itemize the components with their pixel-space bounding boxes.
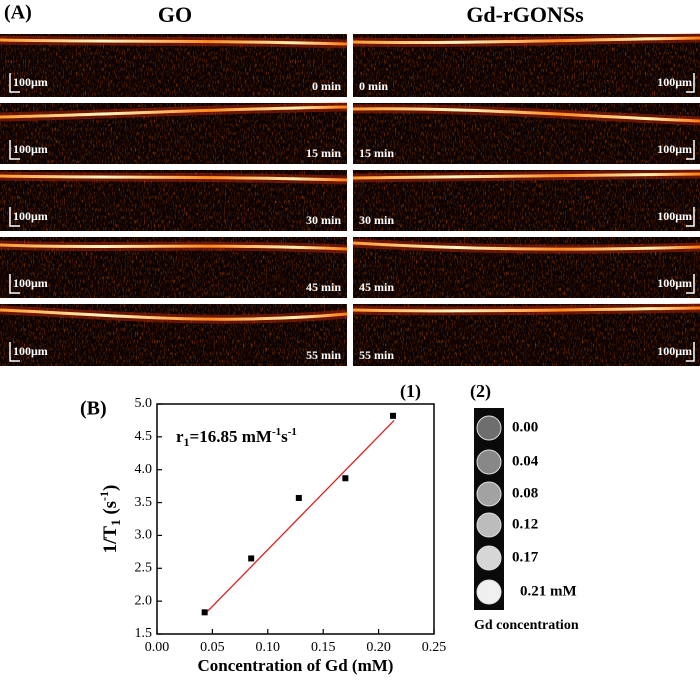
time-label: 55 min [306, 348, 341, 362]
oct-images: 100μm 0 min 100μm 15 min 100μm 30 min 100μm 45 … [0, 33, 700, 366]
phantom-well [476, 415, 502, 441]
scale-bar-label: 100μm [657, 142, 692, 156]
concentration-label: 0.21 mM [520, 583, 577, 599]
scale-bar-label: 100μm [13, 209, 48, 223]
y-tick-label: 3.5 [135, 495, 153, 510]
plot-frame [156, 403, 435, 635]
x-axis-label: Concentration of Gd (mM) [198, 656, 394, 675]
tissue-surface [0, 243, 348, 251]
scale-bar [9, 274, 20, 294]
concentration-label: 0.12 [512, 516, 538, 532]
x-tick-label: 0.20 [366, 640, 391, 655]
x-tick-label: 0.05 [200, 640, 225, 655]
scale-bar-label: 100μm [13, 276, 48, 290]
data-point [201, 609, 208, 616]
time-label: 15 min [359, 146, 394, 160]
annotation-sup: -1 [272, 426, 281, 438]
time-label: 0 min [312, 79, 341, 93]
scale-bar [9, 207, 20, 227]
annotation: r1=16.85 mM-1s-1 [176, 426, 297, 449]
scale-bar [686, 140, 695, 160]
subplot-label: (1) [400, 381, 421, 402]
x-tick-label: 0.15 [311, 640, 336, 655]
annotation-sup: -1 [288, 426, 297, 438]
time-label: 30 min [359, 213, 394, 227]
y-label-part: ) [100, 485, 121, 491]
scale-bar-label: 100μm [657, 209, 692, 223]
annotation-part: r [176, 427, 184, 446]
time-label: 45 min [306, 280, 341, 294]
data-point [390, 412, 397, 419]
tissue-surface [352, 306, 700, 313]
time-label: 15 min [306, 146, 341, 160]
data-point [248, 555, 255, 562]
scale-bar-label: 100μm [657, 344, 692, 358]
phantom-well [476, 545, 502, 571]
tissue-surface [0, 38, 348, 46]
panel-label: (A) [4, 2, 32, 24]
time-label: 45 min [359, 280, 394, 294]
column-title: GO [158, 2, 192, 27]
y-tick-label: 5.0 [135, 396, 153, 411]
tissue-surface [352, 172, 700, 180]
tissue-surface [352, 107, 700, 123]
subplot-label: (2) [470, 381, 491, 402]
tissue-surface [352, 36, 700, 45]
scale-bar [686, 73, 695, 93]
y-tick-label: 2.0 [135, 593, 153, 608]
y-label-part: 1/T [100, 526, 121, 554]
scale-bar-label: 100μm [13, 75, 48, 89]
concentration-label: 0.04 [512, 453, 539, 469]
annotation-sub: 1 [184, 435, 190, 449]
phantom-well [476, 481, 502, 507]
time-label: 55 min [359, 348, 394, 362]
concentration-label: 0.17 [512, 549, 539, 565]
y-tick-label: 3.0 [135, 528, 153, 543]
tissue-surface [0, 308, 348, 321]
phantom-caption: Gd concentration [474, 618, 579, 633]
concentration-label: 0.00 [512, 419, 538, 435]
scale-bar [9, 342, 20, 362]
phantom-well [476, 512, 502, 538]
scale-bar [9, 73, 20, 93]
phantom-panel: 0.00 0.04 0.08 0.12 0.17 0.21 mM Gd concentrat… [474, 408, 579, 633]
scale-bar-label: 100μm [657, 75, 692, 89]
y-tick-label: 2.5 [135, 561, 153, 576]
scale-bar [686, 274, 695, 294]
y-label-sub: 1 [108, 519, 123, 526]
annotation-part: s [281, 427, 288, 446]
scale-bar [686, 207, 695, 227]
scale-bar [9, 140, 20, 160]
y-tick-label: 4.0 [135, 462, 153, 477]
y-label-part: (s [100, 501, 121, 519]
scale-bar-label: 100μm [13, 142, 48, 156]
x-tick-label: 0.00 [145, 640, 170, 655]
phantom-well [476, 579, 502, 605]
y-axis-label: 1/T1 (s-1) [97, 485, 123, 554]
x-tick-label: 0.10 [256, 640, 281, 655]
tissue-surface [0, 105, 348, 119]
data-point [295, 494, 302, 501]
annotation-part: =16.85 mM [190, 427, 272, 446]
column-title: Gd-rGONSs [466, 2, 584, 27]
phantom-tube [474, 408, 504, 610]
y-tick-label: 4.5 [135, 429, 153, 444]
time-label: 0 min [359, 79, 388, 93]
y-label-sup: -1 [97, 491, 111, 501]
scale-bar-label: 100μm [13, 344, 48, 358]
scale-bar [686, 342, 695, 362]
scale-bar-label: 100μm [657, 276, 692, 290]
time-label: 30 min [306, 213, 341, 227]
phantom-well [476, 449, 502, 475]
tissue-surface [352, 241, 700, 251]
tissue-surface [0, 174, 348, 182]
x-tick-label: 0.25 [422, 640, 447, 655]
data-point [342, 475, 349, 482]
concentration-label: 0.08 [512, 485, 538, 501]
y-tick-label: 1.5 [135, 626, 153, 641]
scatter-plot: 0.00 0.05 0.10 0.15 0.20 0.25 1.5 2.0 2.5 3.0 3.5 4… [97, 396, 447, 675]
panel-label: (B) [80, 398, 107, 420]
fit-line [204, 419, 395, 615]
